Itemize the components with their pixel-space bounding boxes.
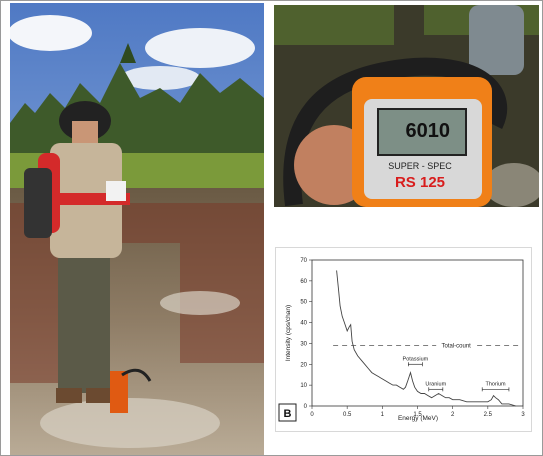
panel-label-box <box>278 403 297 422</box>
panel-label: B <box>284 408 292 420</box>
y-axis-label: Intensity (cps/chan) <box>285 305 292 361</box>
y-tick-label: 70 <box>300 258 307 264</box>
x-tick-label: 2.5 <box>484 412 493 418</box>
annotation-label: Thorium <box>485 381 506 387</box>
device-model-number: RS 125 <box>395 174 445 191</box>
surveyor-figure <box>24 101 130 403</box>
y-tick-label: 50 <box>300 300 307 306</box>
chart-svg: Intensity (cps/chan) Energy (MeV) B 0102… <box>278 258 525 422</box>
x-tick-label: 1.5 <box>413 412 422 418</box>
y-tick-label: 10 <box>300 383 307 389</box>
y-tick-label: 60 <box>300 279 307 285</box>
y-tick-label: 20 <box>300 362 307 368</box>
annotation-label: Potassium <box>403 356 429 362</box>
field-survey-photo <box>10 3 264 455</box>
x-tick-label: 0.5 <box>343 412 352 418</box>
annotation-label-bg <box>436 340 477 350</box>
annotation-label: Total-count <box>442 344 472 350</box>
y-tick-label: 0 <box>304 404 308 410</box>
x-tick-label: 3 <box>521 412 525 418</box>
spectrometer-on-ground <box>110 368 152 413</box>
annotation-label: Uranium <box>425 381 446 387</box>
device-display-reading: 6010 <box>406 120 451 142</box>
y-tick-label: 30 <box>300 341 307 347</box>
y-tick-label: 40 <box>300 321 307 327</box>
x-tick-label: 1 <box>381 412 385 418</box>
spectrometer-photo: 6010 SUPER - SPEC RS 125 <box>274 5 539 207</box>
x-tick-label: 2 <box>451 412 455 418</box>
device-model-label: SUPER - SPEC <box>388 161 452 171</box>
x-tick-label: 0 <box>310 412 314 418</box>
x-axis-label: Energy (MeV) <box>398 415 438 422</box>
energy-spectrum-chart: Intensity (cps/chan) Energy (MeV) B 0 10 2… <box>275 247 532 432</box>
